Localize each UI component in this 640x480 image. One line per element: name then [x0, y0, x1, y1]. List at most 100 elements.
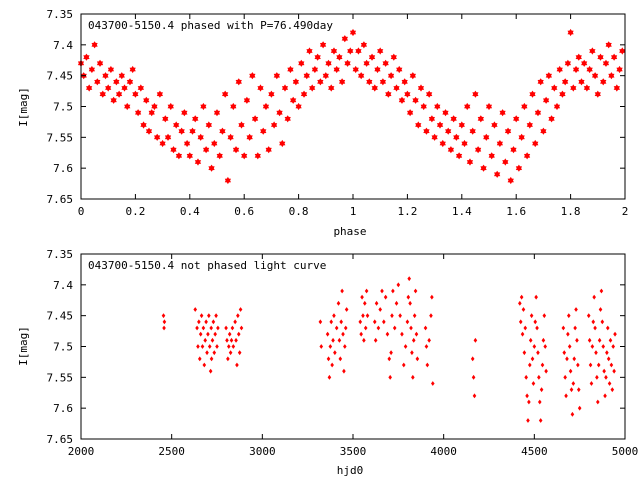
data-point	[137, 84, 144, 92]
data-point	[412, 313, 417, 319]
unphased-plot-frame	[80, 253, 626, 440]
data-point	[360, 41, 367, 49]
data-point	[290, 96, 297, 104]
data-point	[394, 300, 399, 306]
data-point	[349, 28, 357, 37]
data-point	[140, 121, 147, 129]
data-point	[528, 362, 532, 368]
data-point	[332, 313, 336, 319]
data-point	[339, 319, 344, 325]
data-point	[262, 102, 270, 111]
data-point	[105, 84, 112, 92]
data-point	[605, 325, 610, 331]
data-point	[456, 152, 463, 160]
data-point	[466, 158, 474, 166]
x-tick-label: 4000	[430, 445, 457, 458]
y-tick-label: 7.55	[47, 131, 74, 144]
data-point	[236, 331, 241, 337]
data-point	[237, 350, 242, 356]
data-point	[197, 133, 204, 141]
data-point	[571, 381, 576, 386]
data-point	[574, 307, 578, 312]
data-point	[249, 72, 256, 80]
data-point	[162, 115, 169, 123]
phased-plot-title: 043700-5150.4 phased with P=76.490day	[88, 19, 333, 32]
data-point	[529, 313, 534, 319]
data-point	[599, 288, 604, 294]
data-point	[461, 139, 468, 148]
data-point	[210, 337, 215, 343]
data-point	[366, 78, 373, 86]
phased-data-points	[77, 28, 626, 185]
x-tick-label: 5000	[612, 445, 639, 458]
data-point	[587, 337, 592, 343]
data-point	[143, 96, 150, 104]
data-point	[594, 90, 601, 98]
data-point	[344, 59, 351, 67]
data-point	[358, 319, 363, 325]
data-point	[472, 90, 479, 98]
data-point	[311, 65, 318, 74]
data-point	[411, 374, 415, 380]
data-point	[471, 374, 476, 380]
data-point	[325, 59, 332, 67]
data-point	[569, 387, 574, 393]
data-point	[360, 294, 364, 300]
data-point	[616, 65, 623, 74]
data-point	[393, 84, 400, 92]
data-point	[520, 331, 525, 337]
data-point	[423, 325, 428, 331]
data-point	[162, 325, 166, 331]
y-tick-label: 7.45	[47, 70, 74, 83]
data-point	[207, 344, 212, 349]
data-point	[380, 288, 384, 294]
data-point	[222, 90, 229, 98]
data-point	[252, 115, 259, 123]
data-point	[410, 350, 414, 356]
data-point	[611, 53, 618, 61]
data-point	[208, 368, 213, 374]
data-point	[420, 102, 427, 111]
data-point	[553, 102, 561, 111]
data-point	[605, 350, 609, 356]
data-point	[226, 344, 231, 349]
data-point	[400, 331, 404, 337]
y-tick-label: 7.5	[53, 341, 73, 354]
data-point	[428, 115, 435, 123]
data-point	[303, 72, 310, 80]
data-point	[526, 121, 533, 129]
data-point	[243, 96, 250, 104]
data-point	[178, 127, 185, 135]
data-point	[213, 331, 217, 337]
data-point	[151, 102, 158, 111]
data-point	[430, 294, 434, 300]
data-point	[504, 127, 512, 135]
data-point	[181, 109, 188, 117]
data-point	[284, 115, 291, 123]
data-point	[121, 84, 128, 92]
data-point	[424, 344, 429, 349]
data-point	[208, 164, 215, 172]
data-point	[287, 65, 294, 74]
data-point	[542, 313, 547, 319]
unphased-plot-title: 043700-5150.4 not phased light curve	[88, 259, 326, 272]
data-point	[388, 374, 392, 380]
data-point	[411, 337, 416, 343]
data-point	[206, 331, 210, 337]
data-point	[271, 121, 278, 129]
data-point	[535, 325, 539, 331]
data-point	[322, 72, 329, 80]
y-tick-label: 7.35	[47, 248, 74, 261]
data-point	[390, 313, 394, 319]
data-point	[398, 313, 402, 319]
data-point	[113, 78, 120, 86]
data-point	[374, 65, 381, 74]
data-point	[488, 152, 495, 160]
data-point	[532, 344, 537, 349]
data-point	[333, 350, 337, 356]
y-tick-label: 7.4	[53, 279, 73, 292]
data-point	[94, 78, 101, 86]
phased-axis-ticks: 0 0.2 0.4 0.6 0.8 1 1.2 1.4 1.6 1.8 2 7.35 7.4 7.45 7.…	[47, 8, 629, 218]
data-point	[575, 337, 579, 343]
data-point	[156, 90, 163, 98]
